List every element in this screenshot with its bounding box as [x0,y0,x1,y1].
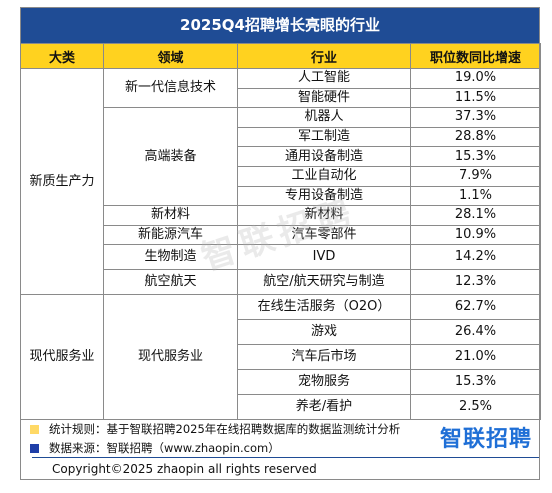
category-cell: 现代服务业 [20,294,104,421]
growth-cell: 14.2% [410,244,541,271]
industry-cell: 新材料 [237,205,411,226]
table-row: 现代服务业 现代服务业 在线生活服务（O2O） 62.7% [20,294,541,421]
growth-cell: 15.3% [410,369,541,396]
blue-bullet-icon [30,443,39,453]
table-row: 汽车后市场 21.0% [21,344,541,371]
table-row: 新材料 新材料 28.1% [21,205,541,226]
report-frame: 2025Q4招聘增长亮眼的行业 大类 领域 行业 职位数同比增速 新质生产力 新… [20,7,541,480]
rule-text: 统计规则：基于智联招聘2025年在线招聘数据库的数据监测统计分析 [49,422,401,436]
source-note: 数据来源：智联招聘（www.zhaopin.com） [30,440,280,456]
header-field: 领域 [103,43,238,69]
copyright-text: Copyright©2025 zhaopin all rights reserv… [52,462,317,476]
table-row: 游戏 26.4% [21,319,541,346]
industry-cell: IVD [237,244,411,271]
table-row: 高端装备 机器人 37.3% [21,107,541,207]
growth-cell: 28.8% [410,126,541,148]
industry-cell: 通用设备制造 [237,146,411,167]
growth-cell: 2.5% [410,394,541,421]
industry-cell: 工业自动化 [237,165,411,187]
field-cell: 新材料 [103,205,238,226]
growth-cell: 12.3% [410,269,541,296]
page-title: 2025Q4招聘增长亮眼的行业 [20,7,540,43]
table-row: 宠物服务 15.3% [21,369,541,396]
category-cell: 新质生产力 [20,67,104,296]
industry-cell: 游戏 [237,319,411,346]
table-row: 养老/看护 2.5% [21,394,541,421]
growth-cell: 15.3% [410,146,541,167]
growth-cell: 28.1% [410,205,541,226]
growth-cell: 62.7% [410,294,541,321]
field-cell: 生物制造 [103,244,238,271]
industry-cell: 专用设备制造 [237,185,411,207]
field-cell: 航空航天 [103,269,238,296]
growth-cell: 11.5% [410,87,541,109]
source-text: 数据来源：智联招聘（www.zhaopin.com） [49,441,280,455]
industry-cell: 汽车后市场 [237,344,411,371]
industry-cell: 航空/航天研究与制造 [237,269,411,296]
growth-cell: 7.9% [410,165,541,187]
table-row: 航空航天 航空/航天研究与制造 12.3% [21,269,541,296]
header-growth: 职位数同比增速 [410,43,541,69]
header-category: 大类 [20,43,104,69]
table-row: 工业自动化 7.9% [21,165,541,187]
industry-cell: 军工制造 [237,126,411,148]
industry-cell: 汽车零部件 [237,224,411,246]
footer-notes: 统计规则：基于智联招聘2025年在线招聘数据库的数据监测统计分析 数据来源：智联… [20,407,540,480]
growth-cell: 19.0% [410,68,541,89]
header-industry: 行业 [237,43,411,69]
field-cell: 高端装备 [103,107,238,207]
industry-cell: 人工智能 [237,68,411,89]
brand-logo: 智联招聘 [439,427,532,452]
industry-cell: 宠物服务 [237,369,411,396]
rule-note: 统计规则：基于智联招聘2025年在线招聘数据库的数据监测统计分析 [30,421,400,437]
table-row: 专用设备制造 1.1% [21,185,541,207]
growth-cell: 1.1% [410,185,541,207]
industry-cell: 在线生活服务（O2O） [237,294,411,321]
table-row: 新质生产力 新一代信息技术 人工智能 19.0% [20,67,541,296]
field-cell: 新一代信息技术 [103,67,238,109]
industry-cell: 机器人 [237,107,411,128]
table-row: 通用设备制造 15.3% [21,146,541,167]
footer-divider [32,457,540,458]
industry-cell: 智能硬件 [237,87,411,109]
yellow-bullet-icon [30,424,39,434]
growth-cell: 37.3% [410,107,541,128]
table-header-row: 大类 领域 行业 职位数同比增速 [20,43,541,69]
industry-cell: 养老/看护 [237,394,411,421]
field-cell: 新能源汽车 [103,224,238,246]
table-row: 生物制造 IVD 14.2% [21,244,541,271]
growth-cell: 26.4% [410,319,541,346]
growth-cell: 21.0% [410,344,541,371]
industry-table: 大类 领域 行业 职位数同比增速 新质生产力 新一代信息技术 人工智能 19.0… [20,43,541,421]
growth-cell: 10.9% [410,224,541,246]
field-cell: 现代服务业 [103,294,238,421]
